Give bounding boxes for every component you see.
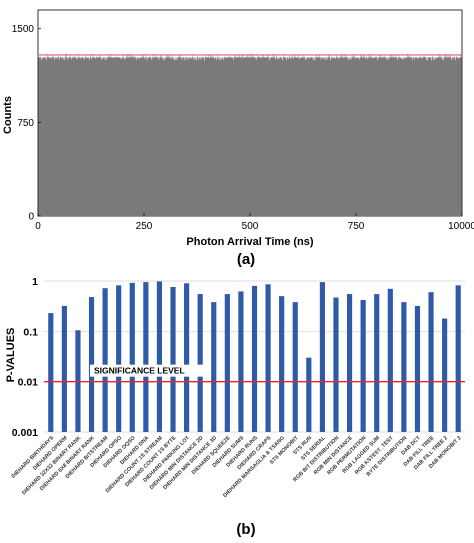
significance-label: SIGNIFICANCE LEVEL xyxy=(94,366,185,376)
bar-series xyxy=(48,281,461,432)
bar xyxy=(197,294,203,432)
bar xyxy=(292,302,298,432)
bar xyxy=(374,294,380,432)
y-tick-label-a: 750 xyxy=(17,118,34,129)
bar xyxy=(279,296,285,432)
bar xyxy=(184,283,190,432)
bar xyxy=(319,282,325,432)
bar xyxy=(88,297,95,432)
bar xyxy=(116,285,122,432)
bar xyxy=(455,285,461,432)
y-tick-label-b: 0.1 xyxy=(23,326,38,338)
x-tick-label-a: 750 xyxy=(348,221,365,232)
bar xyxy=(306,357,312,432)
bar xyxy=(333,297,339,432)
bar xyxy=(238,291,244,432)
panel-label-a: (a) xyxy=(237,251,255,268)
panel-a: 0 250 500 750 10000 0 750 1500 Counts Photon Ar… xyxy=(2,9,474,268)
y-tick-label-a: 1500 xyxy=(12,24,35,35)
bar xyxy=(387,288,393,432)
y-tick-label-b: 0.001 xyxy=(12,427,38,439)
x-tick-label-a: 250 xyxy=(136,221,153,232)
y-tick-label-b: 1 xyxy=(32,276,38,288)
bar xyxy=(143,282,149,432)
bar xyxy=(224,294,230,432)
bar xyxy=(129,282,135,432)
significance-label-bg xyxy=(90,364,208,377)
bar xyxy=(265,284,271,432)
bar xyxy=(428,292,434,432)
y-tick-label-b: 0.01 xyxy=(18,377,39,389)
bar xyxy=(360,299,366,432)
bar xyxy=(401,302,407,432)
bar xyxy=(211,302,217,432)
histogram-bars xyxy=(38,57,462,216)
y-tick-label-a: 0 xyxy=(28,212,34,223)
axes-b-ticks: 1 0.1 0.01 0.001 xyxy=(12,276,38,439)
bar xyxy=(48,313,54,432)
category-label: DIEHARD 32X32 BINARY RANK xyxy=(21,435,82,496)
x-tick-label-a: 10000 xyxy=(448,221,474,232)
panel-b: SIGNIFICANCE LEVEL 1 0.1 0.01 0.001 DIEHARD… xyxy=(5,276,465,538)
bar xyxy=(414,305,421,432)
bar xyxy=(170,286,176,432)
bar xyxy=(442,318,448,432)
y-axis-label-a: Counts xyxy=(2,96,14,134)
x-tick-label-a: 0 xyxy=(35,221,41,232)
bar xyxy=(346,294,353,432)
y-axis-label-b: P-VALUES xyxy=(5,328,17,383)
bar xyxy=(102,288,108,432)
x-tick-label-a: 500 xyxy=(242,221,259,232)
bar xyxy=(61,305,67,432)
bar xyxy=(156,281,163,432)
bar xyxy=(251,285,258,432)
axes-a-ticks: 0 250 500 750 10000 0 750 1500 xyxy=(12,24,474,232)
x-axis-label-a: Photon Arrival Time (ns) xyxy=(186,236,313,248)
panel-label-b: (b) xyxy=(236,521,255,538)
